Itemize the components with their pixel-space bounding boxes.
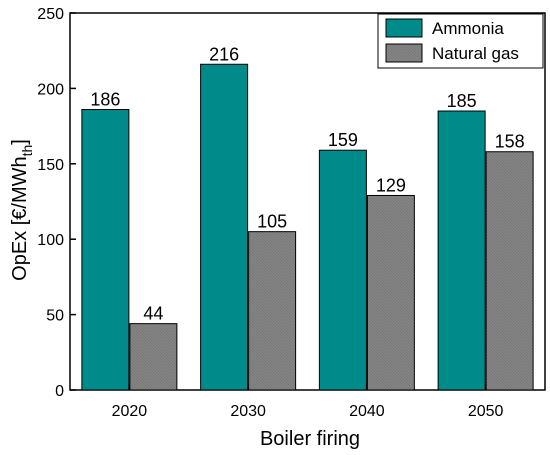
data-label-natural-gas-2040: 129 bbox=[376, 175, 406, 195]
data-label-natural-gas-2050: 158 bbox=[495, 132, 525, 152]
data-label-ammonia-2040: 159 bbox=[328, 130, 358, 150]
legend-label-natural-gas: Natural gas bbox=[432, 44, 519, 63]
y-tick-label-100: 100 bbox=[37, 232, 64, 249]
bar-natural-gas-2040 bbox=[366, 194, 415, 391]
bar-ammonia-2040 bbox=[318, 149, 367, 391]
data-label-ammonia-2050: 185 bbox=[447, 91, 477, 111]
bar-natural-gas-2020 bbox=[129, 323, 178, 391]
x-tick-label-2040: 2040 bbox=[349, 403, 385, 420]
y-tick-label-200: 200 bbox=[37, 81, 64, 98]
data-label-ammonia-2030: 216 bbox=[209, 44, 239, 64]
data-label-natural-gas-2020: 44 bbox=[143, 304, 163, 324]
y-axis-label: OpEx [€/MWhth] bbox=[9, 139, 35, 281]
bar-ammonia-2020 bbox=[81, 109, 130, 391]
x-tick-label-2030: 2030 bbox=[230, 403, 266, 420]
bar-ammonia-2050 bbox=[437, 110, 486, 391]
legend: Ammonia Natural gas bbox=[377, 13, 544, 69]
bar-ammonia-2030 bbox=[200, 63, 249, 391]
plot-frame bbox=[69, 12, 546, 391]
y-axis-label-main: OpEx [€/MWh bbox=[9, 156, 31, 280]
legend-swatch-ammonia bbox=[385, 18, 423, 38]
data-label-ammonia-2020: 186 bbox=[90, 90, 120, 110]
y-tick-label-0: 0 bbox=[55, 383, 64, 400]
plot-area: 0 50 100 150 200 250 2020 186 44 2030 216 105 2040 15… bbox=[37, 6, 546, 420]
legend-swatch-natural-gas bbox=[385, 43, 423, 63]
bar-natural-gas-2050 bbox=[485, 151, 534, 391]
y-tick-label-50: 50 bbox=[46, 308, 64, 325]
bar-natural-gas-2030 bbox=[248, 231, 297, 391]
legend-label-ammonia: Ammonia bbox=[432, 19, 504, 38]
x-axis-label: Boiler firing bbox=[260, 428, 360, 450]
y-tick-label-150: 150 bbox=[37, 157, 64, 174]
y-tick-label-250: 250 bbox=[37, 6, 64, 23]
x-tick-label-2020: 2020 bbox=[112, 403, 148, 420]
x-tick-label-2050: 2050 bbox=[468, 403, 504, 420]
data-label-natural-gas-2030: 105 bbox=[257, 212, 287, 232]
y-axis-label-subscript: th bbox=[19, 145, 35, 157]
y-axis-label-suffix: ] bbox=[9, 139, 31, 145]
